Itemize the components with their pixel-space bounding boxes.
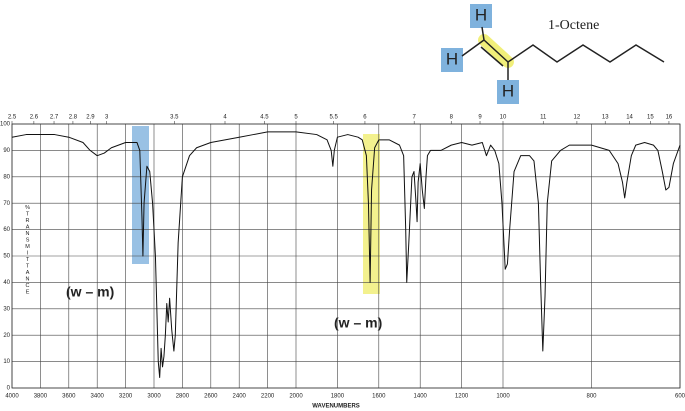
x2-tick-label: 2.8 bbox=[69, 115, 78, 121]
x2-tick-label: 5.5 bbox=[330, 115, 339, 121]
y-tick-label: 70 bbox=[3, 201, 10, 207]
x2-tick-label: 10 bbox=[500, 115, 507, 121]
x-tick-label: 3400 bbox=[91, 394, 105, 400]
x2-tick-label: 7 bbox=[413, 115, 417, 121]
molecule bbox=[441, 4, 665, 104]
annotation: (w – m) bbox=[66, 284, 114, 300]
x-tick-label: 3000 bbox=[147, 394, 161, 400]
x2-tick-label: 3.5 bbox=[170, 115, 179, 121]
x2-tick-label: 2.5 bbox=[8, 115, 17, 121]
x2-tick-label: 11 bbox=[540, 115, 547, 121]
atom-label: H bbox=[475, 5, 487, 24]
x2-tick-label: 2.9 bbox=[86, 115, 95, 121]
y-tick-label: 40 bbox=[3, 280, 10, 286]
x2-tick-label: 9 bbox=[478, 115, 482, 121]
x2-tick-label: 2.7 bbox=[50, 115, 59, 121]
y-tick-label: 60 bbox=[3, 227, 10, 233]
x-tick-label: 800 bbox=[586, 394, 597, 400]
x-tick-label: 3600 bbox=[62, 394, 76, 400]
x2-tick-label: 4.5 bbox=[260, 115, 269, 121]
x2-tick-label: 5 bbox=[294, 115, 298, 121]
x2-tick-label: 15 bbox=[647, 115, 654, 121]
x2-tick-label: 14 bbox=[626, 115, 633, 121]
y-tick-label: 20 bbox=[3, 333, 10, 339]
y-tick-label: 100 bbox=[0, 122, 11, 128]
x-tick-label: 2800 bbox=[176, 394, 190, 400]
x2-tick-label: 3 bbox=[105, 115, 109, 121]
x2-tick-label: 8 bbox=[450, 115, 454, 121]
x2-tick-label: 12 bbox=[574, 115, 581, 121]
y-tick-label: 50 bbox=[3, 254, 10, 260]
y-tick-label: 30 bbox=[3, 306, 10, 312]
x-tick-label: 4000 bbox=[5, 394, 19, 400]
x-tick-label: 3800 bbox=[34, 394, 48, 400]
y-tick-label: 90 bbox=[3, 148, 10, 154]
plot-frame bbox=[11, 123, 681, 389]
x-tick-label: 2400 bbox=[233, 394, 247, 400]
x-tick-label: 3200 bbox=[119, 394, 133, 400]
y-tick-label: 80 bbox=[3, 174, 10, 180]
x2-tick-label: 4 bbox=[223, 115, 227, 121]
y-tick-label: 0 bbox=[7, 386, 11, 392]
highlight-blue bbox=[132, 126, 149, 264]
annotation: (w – m) bbox=[334, 315, 382, 331]
x-tick-label: 1200 bbox=[455, 394, 469, 400]
x-tick-label: 1600 bbox=[372, 394, 386, 400]
molecule-name: 1-Octene bbox=[548, 18, 599, 33]
x-tick-label: 2600 bbox=[204, 394, 218, 400]
x-tick-label: 2000 bbox=[289, 394, 303, 400]
x2-tick-label: 13 bbox=[602, 115, 609, 121]
atom-label: H bbox=[446, 49, 458, 68]
x2-tick-label: 2.6 bbox=[30, 115, 39, 121]
spectrum-line bbox=[11, 131, 681, 378]
x-tick-label: 2200 bbox=[261, 394, 275, 400]
x2-tick-label: 16 bbox=[666, 115, 673, 121]
x-tick-label: 1400 bbox=[414, 394, 428, 400]
y-axis-label: %TRANSMITTANCE bbox=[25, 205, 31, 296]
y-tick-label: 10 bbox=[3, 359, 10, 365]
x-tick-label: 600 bbox=[675, 394, 685, 400]
x-tick-label: 1000 bbox=[496, 394, 510, 400]
atom-label: H bbox=[502, 81, 514, 100]
x-tick-label: 1800 bbox=[331, 394, 345, 400]
x2-tick-label: 6 bbox=[363, 115, 367, 121]
x-axis-label: WAVENUMBERS bbox=[312, 404, 360, 410]
